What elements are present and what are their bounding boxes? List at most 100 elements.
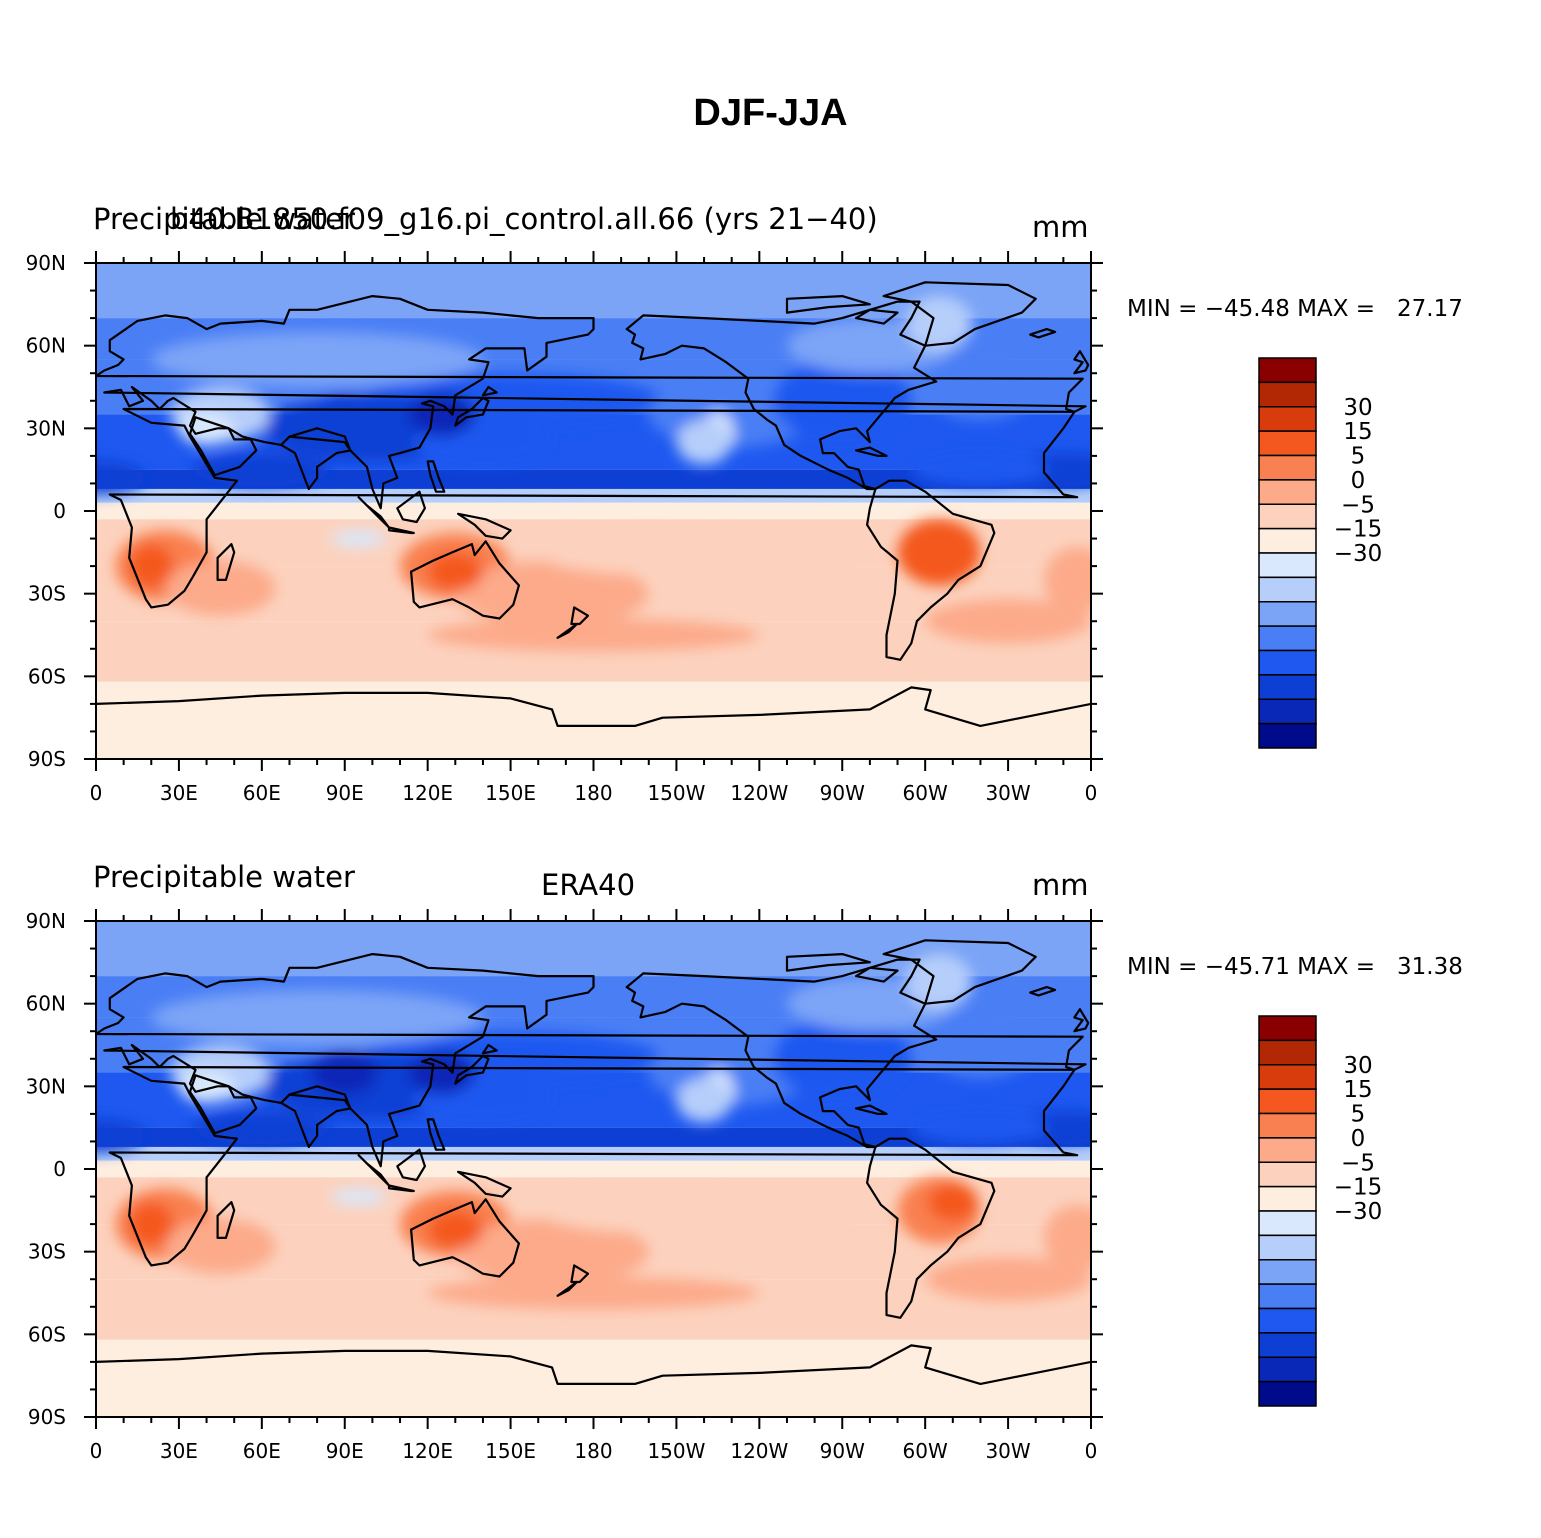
colorbar-swatch bbox=[1258, 576, 1317, 603]
panel-center-string: b40.B1850.f09_g16.pi_control.all.66 (yrs… bbox=[170, 202, 878, 236]
coastline bbox=[216, 543, 236, 581]
x-tick-label: 120E bbox=[402, 781, 453, 805]
x-tick-label: 90E bbox=[326, 781, 364, 805]
colorbar-swatch bbox=[1258, 722, 1317, 749]
x-tick-label: 120W bbox=[730, 1439, 788, 1463]
coastline bbox=[457, 512, 512, 540]
y-tick-label: 60S bbox=[28, 664, 66, 688]
coastline bbox=[882, 939, 1037, 1005]
coastline bbox=[866, 479, 996, 661]
colorbar-swatch bbox=[1258, 1039, 1317, 1066]
colorbar-label: 5 bbox=[1351, 444, 1366, 470]
colorbar-swatch bbox=[1258, 1185, 1317, 1212]
coastline bbox=[625, 300, 938, 491]
x-tick-label: 150W bbox=[647, 781, 705, 805]
coastline bbox=[556, 622, 578, 639]
colorbar-swatch bbox=[1258, 503, 1317, 530]
x-tick-label: 180 bbox=[574, 781, 612, 805]
map-svg: 0 30E 60E 90E 120E 150E 180 150W 120W 90W 60W 30W 09… bbox=[26, 251, 1383, 805]
coastline bbox=[280, 1093, 352, 1149]
coastline bbox=[855, 966, 899, 983]
y-tick-label: 60S bbox=[28, 1322, 66, 1346]
coastlines bbox=[96, 281, 1091, 727]
colorbar-swatch bbox=[1258, 1307, 1317, 1334]
colorbar-swatch bbox=[1258, 649, 1317, 676]
colorbar-swatch bbox=[1258, 1161, 1317, 1188]
coastline bbox=[855, 308, 899, 325]
min-max-text: MIN = −45.71 MAX = bbox=[1127, 954, 1376, 980]
colorbar-swatch bbox=[1258, 430, 1317, 457]
map-panel-model: Precipitable water b40.B1850.f09_g16.pi_… bbox=[0, 190, 1541, 830]
colorbar-swatch bbox=[1258, 674, 1317, 700]
colorbar-label: −30 bbox=[1334, 541, 1383, 567]
colorbar-swatch bbox=[1258, 1259, 1317, 1285]
colorbar-swatch bbox=[1258, 1234, 1317, 1261]
colorbar-swatch bbox=[1258, 1064, 1317, 1090]
coastline bbox=[866, 1137, 996, 1319]
y-tick-label: 60N bbox=[26, 992, 66, 1016]
colorbar-swatch bbox=[1258, 1137, 1317, 1163]
x-tick-label: 30W bbox=[985, 1439, 1030, 1463]
colorbar-swatch bbox=[1258, 527, 1317, 554]
x-tick-label: 90W bbox=[820, 1439, 865, 1463]
coastline bbox=[410, 540, 520, 620]
coastline bbox=[357, 496, 391, 529]
x-tick-label: 30E bbox=[160, 781, 198, 805]
coastline bbox=[570, 1264, 590, 1284]
colorbar-label: 15 bbox=[1343, 419, 1372, 445]
coastline bbox=[556, 1280, 578, 1297]
coastline bbox=[1029, 328, 1057, 339]
contour-field bbox=[96, 263, 1091, 759]
colorbar-swatch bbox=[1258, 1380, 1317, 1407]
colorbar-swatch bbox=[1258, 1283, 1317, 1310]
y-tick-label: 0 bbox=[53, 499, 66, 523]
max-value: 27.17 bbox=[1397, 296, 1463, 322]
coastline bbox=[96, 1344, 1091, 1385]
coastline bbox=[108, 407, 1079, 609]
y-tick-label: 30S bbox=[28, 1240, 66, 1264]
colorbar-label: 30 bbox=[1343, 1053, 1372, 1079]
y-axis: 90N 60N 30N 0 30S 60S 90S bbox=[26, 909, 1103, 1429]
x-axis: 0 30E 60E 90E 120E 150E 180 150W 120W 90W 60W 30W 0 bbox=[90, 251, 1097, 805]
colorbar-label: 0 bbox=[1351, 468, 1366, 494]
x-tick-label: 60E bbox=[243, 1439, 281, 1463]
x-tick-label: 120W bbox=[730, 781, 788, 805]
coastline bbox=[481, 385, 498, 397]
coastline bbox=[1029, 986, 1057, 997]
coastline bbox=[426, 460, 446, 493]
y-tick-label: 30N bbox=[26, 416, 66, 440]
panel-left-string: Precipitable water bbox=[93, 860, 355, 894]
colorbar-label: −15 bbox=[1334, 517, 1383, 543]
y-tick-label: 30S bbox=[28, 582, 66, 606]
coastline bbox=[96, 295, 1087, 510]
map-svg: 0 30E 60E 90E 120E 150E 180 150W 120W 90W 60W 30W 09… bbox=[26, 909, 1382, 1463]
coastline bbox=[216, 1201, 236, 1239]
panel-units: mm bbox=[1032, 868, 1089, 902]
y-tick-label: 90S bbox=[28, 747, 66, 771]
coastline bbox=[625, 958, 938, 1149]
panel-units: mm bbox=[1032, 210, 1089, 244]
min-max-label: MIN = −45.48 MAX = 27.17 bbox=[1127, 296, 1463, 322]
min-max-label: MIN = −45.71 MAX = 31.38 bbox=[1127, 954, 1463, 980]
coastline bbox=[188, 416, 258, 477]
coastline bbox=[96, 686, 1091, 727]
colorbar-swatch bbox=[1258, 625, 1317, 652]
x-tick-label: 150E bbox=[485, 1439, 536, 1463]
coastline bbox=[396, 1148, 426, 1182]
colorbar-label: 0 bbox=[1351, 1126, 1366, 1152]
coastline bbox=[108, 1065, 1079, 1267]
coastline bbox=[396, 490, 426, 524]
colorbar-label: 30 bbox=[1343, 395, 1372, 421]
x-tick-label: 180 bbox=[574, 1439, 612, 1463]
colorbar-swatch bbox=[1258, 1112, 1317, 1139]
colorbar-swatch bbox=[1258, 1015, 1317, 1042]
coastline bbox=[280, 435, 352, 491]
coastline bbox=[454, 1054, 490, 1085]
coastline bbox=[1073, 350, 1090, 375]
x-tick-label: 60E bbox=[243, 781, 281, 805]
y-tick-label: 90N bbox=[26, 909, 66, 933]
coastline bbox=[387, 1184, 415, 1193]
coastline bbox=[454, 396, 490, 427]
